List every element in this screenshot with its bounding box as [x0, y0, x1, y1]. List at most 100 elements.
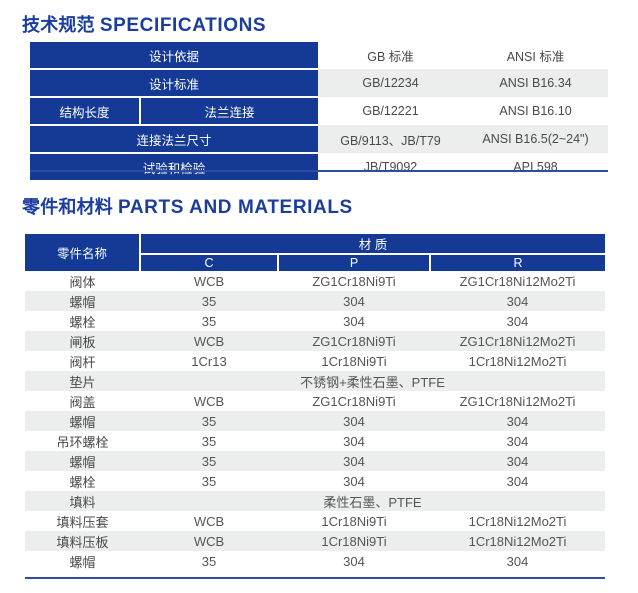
parts-table-head: 零件名称 材 质 C P R	[25, 234, 605, 271]
part-material-c: WCB	[193, 393, 225, 409]
part-material-r: 1Cr18Ni12Mo2Ti	[468, 353, 567, 369]
spec-label: 试验和检验	[30, 153, 319, 180]
table-row: 阀盖 WCB ZG1Cr18Ni9Ti ZG1Cr18Ni12Mo2Ti	[25, 391, 605, 411]
table-row: 设计依据 GB 标准 ANSI 标准	[30, 42, 609, 70]
part-material-r: 304	[506, 433, 529, 449]
part-material-p: 1Cr18Ni9Ti	[278, 531, 430, 551]
spec-value-ansi: ANSI B16.10	[463, 97, 609, 125]
parts-materials-table: 零件名称 材 质 C P R 阀体 WCB ZG1Cr18Ni9Ti ZG1Cr18N…	[25, 234, 605, 571]
spec-label-secondary: 法兰连接	[140, 97, 319, 126]
part-material-r: ZG1Cr18Ni12Mo2Ti	[430, 331, 605, 351]
part-material-c: WCB	[140, 331, 278, 351]
spec-label: 设计标准	[30, 69, 319, 98]
part-name: 螺帽	[25, 451, 140, 471]
parts-header-row-top: 零件名称 材 质	[25, 234, 605, 271]
part-name: 阀盖	[69, 394, 96, 410]
part-material-c: 35	[201, 313, 217, 329]
part-material-r: 304	[506, 473, 529, 489]
part-material-p: 304	[278, 291, 430, 311]
spec-value-gb: GB/12221	[318, 97, 464, 125]
table-row: 螺帽 35 304 304	[25, 411, 605, 431]
part-material-p: 304	[278, 411, 430, 431]
spec-value-gb: GB/12234	[318, 69, 464, 97]
table-row: 填料压套 WCB 1Cr18Ni9Ti 1Cr18Ni12Mo2Ti	[25, 511, 605, 531]
column-header-grade-r: R	[430, 254, 605, 271]
part-material-r: ZG1Cr18Ni12Mo2Ti	[459, 393, 576, 409]
spec-value-ansi: ANSI B16.5(2~24")	[463, 125, 609, 153]
table-row: 阀杆 1Cr13 1Cr18Ni9Ti 1Cr18Ni12Mo2Ti	[25, 351, 605, 371]
spec-label: 连接法兰尺寸	[30, 125, 319, 154]
part-name: 螺帽	[69, 554, 96, 570]
table-row: 试验和检验 JB/T9092 API 598	[30, 153, 609, 180]
part-material-r: 304	[506, 313, 529, 329]
column-header-part-name: 零件名称	[25, 234, 141, 271]
part-material-r: 304	[506, 553, 529, 569]
page-title-parts-materials: 零件和材料 PARTS AND MATERIALS	[22, 193, 353, 219]
specifications-table: 设计依据 GB 标准 ANSI 标准 设计标准 GB/12234 ANSI B16.34 结…	[30, 42, 609, 180]
part-name: 螺栓	[69, 314, 96, 330]
table-row: 螺帽 35 304 304	[25, 291, 605, 311]
part-name: 螺帽	[25, 411, 140, 431]
parts-table-bottom-rule	[25, 577, 605, 579]
column-header-grade-p: P	[278, 254, 431, 271]
spec-value-gb: JB/T9092	[318, 153, 464, 180]
part-name: 螺帽	[25, 291, 140, 311]
part-name: 阀体	[69, 274, 96, 290]
column-header-material: 材 质	[140, 234, 605, 255]
part-material-p: 304	[278, 451, 430, 471]
part-name: 吊环螺栓	[56, 434, 109, 450]
part-material-p: 304	[343, 553, 365, 569]
part-name: 螺栓	[69, 474, 96, 490]
part-material-r: 1Cr18Ni12Mo2Ti	[468, 513, 567, 529]
table-row: 螺帽 35 304 304	[25, 451, 605, 471]
part-material-p: 304	[343, 433, 365, 449]
specifications-title-cn: 技术规范	[22, 15, 95, 35]
table-row: 垫片 不锈钢+柔性石墨、PTFE	[25, 371, 605, 391]
parts-title-en: PARTS AND MATERIALS	[118, 197, 353, 218]
part-material-c: 1Cr13	[191, 353, 227, 369]
part-material-c: WCB	[140, 531, 278, 551]
part-name: 垫片	[25, 371, 140, 391]
part-name: 填料压套	[56, 514, 109, 530]
spec-label-primary: 结构长度	[30, 97, 141, 126]
part-material-r: ZG1Cr18Ni12Mo2Ti	[459, 273, 576, 289]
parts-title-cn: 零件和材料	[22, 197, 113, 217]
part-material-p: 1Cr18Ni9Ti	[321, 353, 387, 369]
part-name: 阀杆	[69, 354, 96, 370]
part-material-c: 35	[201, 473, 217, 489]
part-name: 填料	[25, 491, 140, 511]
table-row: 螺栓 35 304 304	[25, 471, 605, 491]
part-material-p: 304	[343, 473, 365, 489]
page-title-specifications: 技术规范 SPECIFICATIONS	[22, 11, 266, 37]
table-row: 闸板 WCB ZG1Cr18Ni9Ti ZG1Cr18Ni12Mo2Ti	[25, 331, 605, 351]
part-material-c: 35	[140, 291, 278, 311]
table-row: 结构长度 法兰连接 GB/12221 ANSI B16.10	[30, 97, 609, 126]
spec-value-gb: GB 标准	[318, 42, 464, 69]
part-name: 闸板	[25, 331, 140, 351]
part-material-c: WCB	[193, 273, 225, 289]
table-row: 连接法兰尺寸 GB/9113、JB/T79 ANSI B16.5(2~24")	[30, 125, 609, 154]
specifications-title-en: SPECIFICATIONS	[99, 15, 267, 36]
spec-value-gb: GB/9113、JB/T79	[318, 125, 464, 153]
spec-value-ansi: ANSI 标准	[463, 42, 609, 69]
table-row: 螺栓 35 304 304	[25, 311, 605, 331]
part-material-c: 35	[140, 411, 278, 431]
table-row: 吊环螺栓 35 304 304	[25, 431, 605, 451]
table-row: 填料 柔性石墨、PTFE	[25, 491, 605, 511]
parts-header-row-sub: C P R	[25, 254, 605, 271]
table-row: 螺帽 35 304 304	[25, 551, 605, 571]
part-material-p: ZG1Cr18Ni9Ti	[312, 393, 396, 409]
part-material-p: ZG1Cr18Ni9Ti	[278, 331, 430, 351]
column-header-grade-c: C	[140, 254, 279, 271]
specifications-table-bottom-rule	[30, 170, 608, 172]
part-material-c: WCB	[193, 513, 225, 529]
part-material-r: 304	[430, 411, 605, 431]
part-name: 填料压板	[25, 531, 140, 551]
table-row: 设计标准 GB/12234 ANSI B16.34	[30, 69, 609, 98]
spec-value-ansi: API 598	[463, 153, 609, 180]
spec-value-ansi: ANSI B16.34	[463, 69, 609, 97]
part-material-p: 1Cr18Ni9Ti	[321, 513, 387, 529]
part-material-p: ZG1Cr18Ni9Ti	[312, 273, 396, 289]
part-material-merged: 柔性石墨、PTFE	[140, 491, 605, 511]
